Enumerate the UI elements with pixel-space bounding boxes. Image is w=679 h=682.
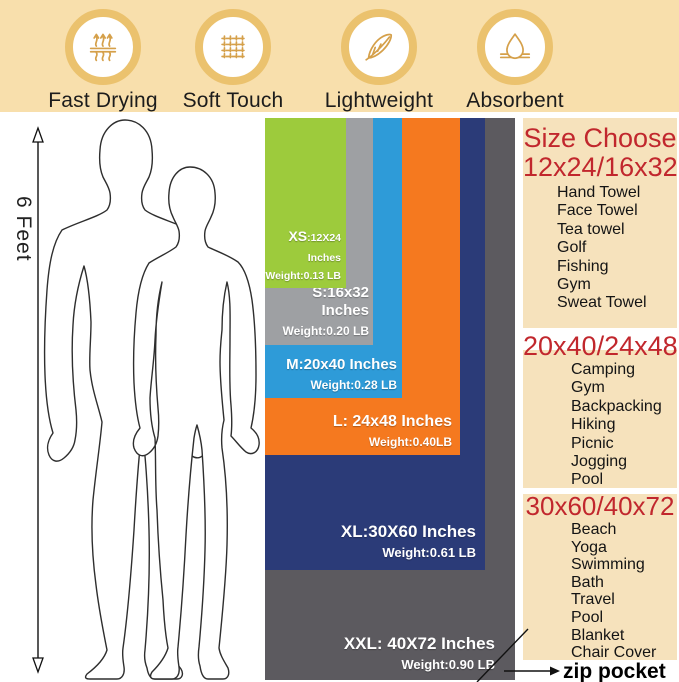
size-guide-group-2: Camping Gym Backpacking Hiking Picnic Jo… — [523, 350, 677, 488]
list-item: Gym — [571, 379, 605, 397]
size-group-1-heading: 12x24/16x32 — [523, 152, 678, 182]
list-item: Bath — [571, 573, 604, 591]
soft-touch-circle — [195, 9, 271, 85]
list-item: Blanket — [571, 626, 625, 644]
water-drop-icon — [499, 33, 531, 60]
list-item: Travel — [571, 591, 615, 609]
list-item: Chair Cover — [571, 644, 657, 662]
list-item: Tea towel — [557, 220, 625, 238]
list-item: Backpacking — [571, 397, 662, 415]
size-group-2-heading: 20x40/24x48 — [523, 331, 678, 361]
features-band: Fast Drying Soft Touch — [0, 0, 679, 112]
towel-m-label: M:20x40 Inches Weight:0.28 LB — [286, 356, 397, 392]
list-item: Sweat Towel — [557, 294, 647, 312]
female-outline — [132, 166, 260, 680]
fabric-weave-icon — [221, 35, 245, 59]
list-item: Swimming — [571, 556, 645, 574]
towel-xl-label: XL:30X60 Inches Weight:0.61 LB — [340, 521, 476, 560]
towel-xs: XS:12X24 Inches Weight:0.13 LB — [265, 118, 346, 288]
towel-xxl-label: XXL: 40X72 Inches Weight:0.90 LB — [343, 633, 495, 672]
towel-xs-label: XS:12X24 Inches Weight:0.13 LB — [265, 227, 341, 282]
list-item: Yoga — [571, 538, 607, 556]
height-scale-label: 6 Feet — [12, 196, 35, 262]
list-item: Hand Towel — [557, 184, 641, 201]
list-item: Jogging — [571, 453, 628, 471]
list-item: Picnic — [571, 434, 614, 452]
feature-label: Lightweight — [324, 89, 434, 112]
size-guide-group-1: Size Choose 12x24/16x32 Hand Towel Face … — [523, 118, 678, 328]
list-item: Pool — [571, 608, 604, 626]
size-group-1-list: Hand Towel Face Towel Tea towel Golf Fis… — [523, 184, 677, 313]
steam-icon — [89, 33, 117, 62]
towel-s-label: S:16x32 Inches Weight:0.20 LB — [282, 283, 369, 339]
list-item: Gym — [557, 276, 591, 294]
list-item: Face Towel — [557, 202, 638, 220]
feather-icon — [365, 33, 393, 61]
feature-soft-touch: Soft Touch — [167, 9, 299, 113]
male-outline — [43, 119, 209, 680]
list-item: Beach — [571, 521, 617, 538]
size-group-2-list: Camping Gym Backpacking Hiking Picnic Jo… — [523, 361, 677, 490]
feature-fast-drying: Fast Drying — [37, 9, 169, 113]
lightweight-circle — [341, 9, 417, 85]
list-item: Golf — [557, 239, 587, 257]
towel-l-label: L: 24x48 Inches Weight:0.40LB — [332, 413, 452, 449]
list-item: Fishing — [557, 257, 609, 275]
feature-label: Fast Drying — [48, 89, 158, 112]
list-item: Camping — [571, 361, 636, 378]
size-group-3-list: Beach Yoga Swimming Bath Travel Pool Bla… — [523, 521, 677, 662]
size-guide-group-3: 30x60/40x72 Beach Yoga Swimming Bath Tra… — [523, 491, 677, 662]
absorbent-circle — [477, 9, 553, 85]
feature-absorbent: Absorbent — [449, 9, 581, 113]
zip-pocket-label: zip pocket — [563, 660, 666, 682]
list-item: Pool — [571, 471, 604, 489]
size-group-3-heading: 30x60/40x72 — [525, 491, 675, 521]
size-guide-title: Size Choose — [523, 123, 677, 153]
feature-label: Soft Touch — [182, 89, 284, 112]
feature-label: Absorbent — [466, 89, 564, 112]
feature-lightweight: Lightweight — [313, 9, 445, 113]
fast-drying-circle — [65, 9, 141, 85]
list-item: Hiking — [571, 416, 616, 434]
